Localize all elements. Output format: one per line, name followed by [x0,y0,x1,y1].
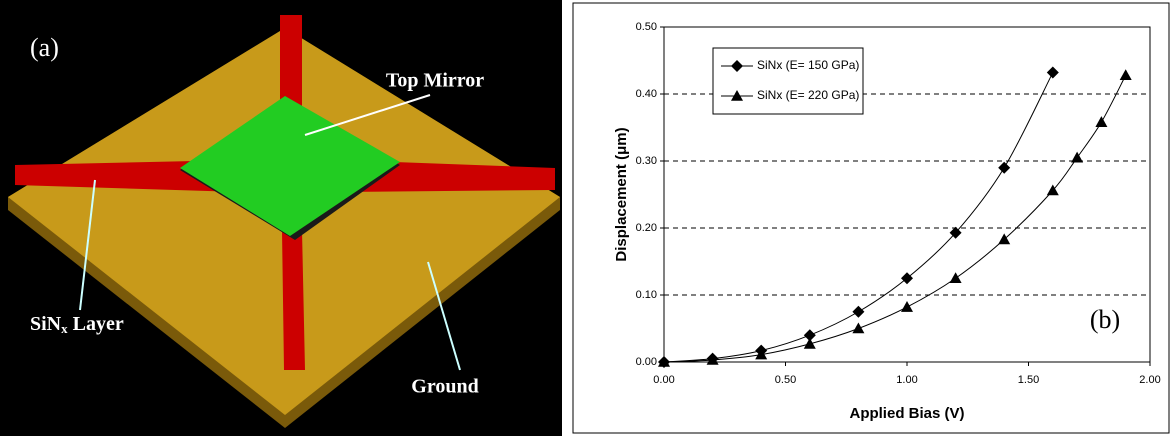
panel-label: (a) [30,33,59,62]
y-tick-label: 0.30 [636,155,657,167]
label-top-mirror: Top Mirror [386,70,484,92]
figure: (a) Top Mirror SiNx Layer Ground 0.00 0.1… [0,0,1173,436]
y-tick-label: 0.20 [636,222,657,234]
x-tick-label: 0.00 [653,374,674,386]
x-tick-label: 1.50 [1018,374,1039,386]
legend-label: SiNx (E= 150 GPa) [757,58,859,72]
legend-label: SiNx (E= 220 GPa) [757,88,859,102]
chart-frame [573,3,1169,433]
label-ground: Ground [411,376,478,398]
label-part: Layer [68,313,124,335]
x-axis-title: Applied Bias (V) [849,405,964,422]
y-tick-label: 0.10 [636,289,657,301]
y-tick-label: 0.50 [636,21,657,33]
page: (a) Top Mirror SiNx Layer Ground 0.00 0.1… [0,0,1173,436]
y-axis-title: Displacement (μm) [613,127,630,261]
panel-a: (a) Top Mirror SiNx Layer Ground [0,0,562,436]
y-tick-label: 0.40 [636,88,657,100]
label-part: SiN [30,313,62,335]
y-tick-label: 0.00 [636,356,657,368]
x-tick-label: 1.00 [896,374,917,386]
x-tick-label: 2.00 [1139,374,1160,386]
x-tick-label: 0.50 [775,374,796,386]
label-layer: SiNx Layer [30,313,124,336]
annotation: (b) [1090,305,1120,334]
